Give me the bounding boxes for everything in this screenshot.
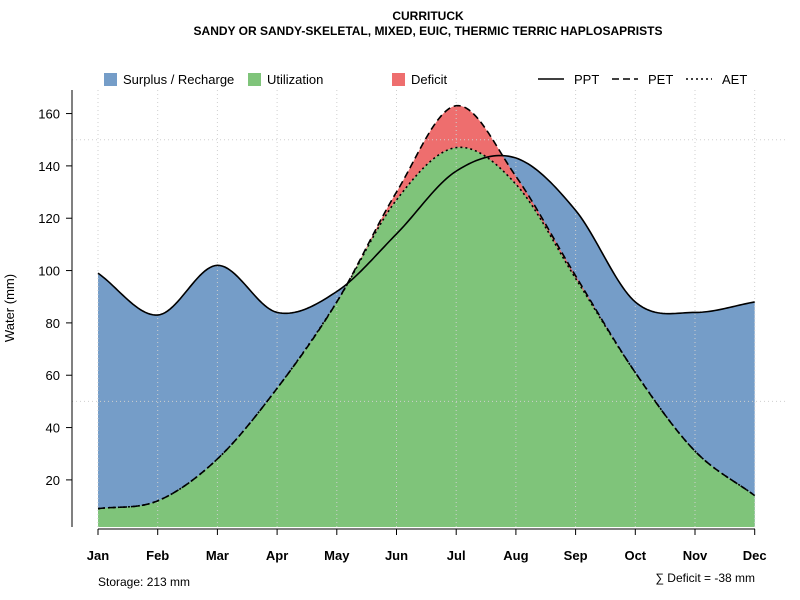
legend-label: AET	[722, 72, 747, 87]
x-tick-label: May	[324, 548, 350, 563]
x-tick-label: Jan	[87, 548, 109, 563]
y-tick-label: 60	[46, 368, 60, 383]
legend-label: Surplus / Recharge	[123, 72, 234, 87]
y-tick-label: 100	[38, 264, 60, 279]
y-tick-label: 160	[38, 107, 60, 122]
y-axis-label: Water (mm)	[2, 274, 17, 342]
deficit-annotation: ∑ Deficit = -38 mm	[655, 571, 755, 585]
utilization-area	[98, 147, 755, 527]
series-lines	[97, 104, 756, 510]
legend-swatch	[392, 73, 405, 86]
x-tick-label: Feb	[146, 548, 169, 563]
area-layer	[98, 105, 755, 528]
legend: Surplus / Recharge Utilization Deficit PPT P…	[104, 72, 747, 87]
x-tick-label: Sep	[564, 548, 588, 563]
y-tick-label: 80	[46, 316, 60, 331]
legend-label: PPT	[574, 72, 599, 87]
series-line-aet	[97, 146, 756, 510]
series-line-pet	[97, 104, 756, 510]
y-tick-label: 20	[46, 473, 60, 488]
x-tick-label: Aug	[503, 548, 528, 563]
chart-title: CURRITUCK	[392, 9, 464, 23]
x-tick-label: Apr	[266, 548, 288, 563]
x-tick-label: Nov	[683, 548, 708, 563]
grid-layer	[72, 90, 785, 527]
x-tick-label: Jul	[447, 548, 466, 563]
y-tick-label: 40	[46, 421, 60, 436]
legend-label: Utilization	[267, 72, 323, 87]
legend-label: Deficit	[411, 72, 448, 87]
x-tick-label: Dec	[743, 548, 767, 563]
x-tick-label: Oct	[624, 548, 646, 563]
legend-swatch	[104, 73, 117, 86]
y-tick-label: 120	[38, 211, 60, 226]
x-tick-label: Jun	[385, 548, 408, 563]
storage-annotation: Storage: 213 mm	[98, 575, 190, 589]
x-tick-label: Mar	[206, 548, 229, 563]
legend-swatch	[248, 73, 261, 86]
axes: 20 40 60 80 100 120 140 160 Jan Feb Mar Apr May Jun Ju…	[38, 90, 767, 563]
chart-subtitle: SANDY OR SANDY-SKELETAL, MIXED, EUIC, TH…	[194, 24, 663, 38]
legend-label: PET	[648, 72, 673, 87]
series-line-ppt	[97, 154, 755, 316]
y-tick-label: 140	[38, 159, 60, 174]
